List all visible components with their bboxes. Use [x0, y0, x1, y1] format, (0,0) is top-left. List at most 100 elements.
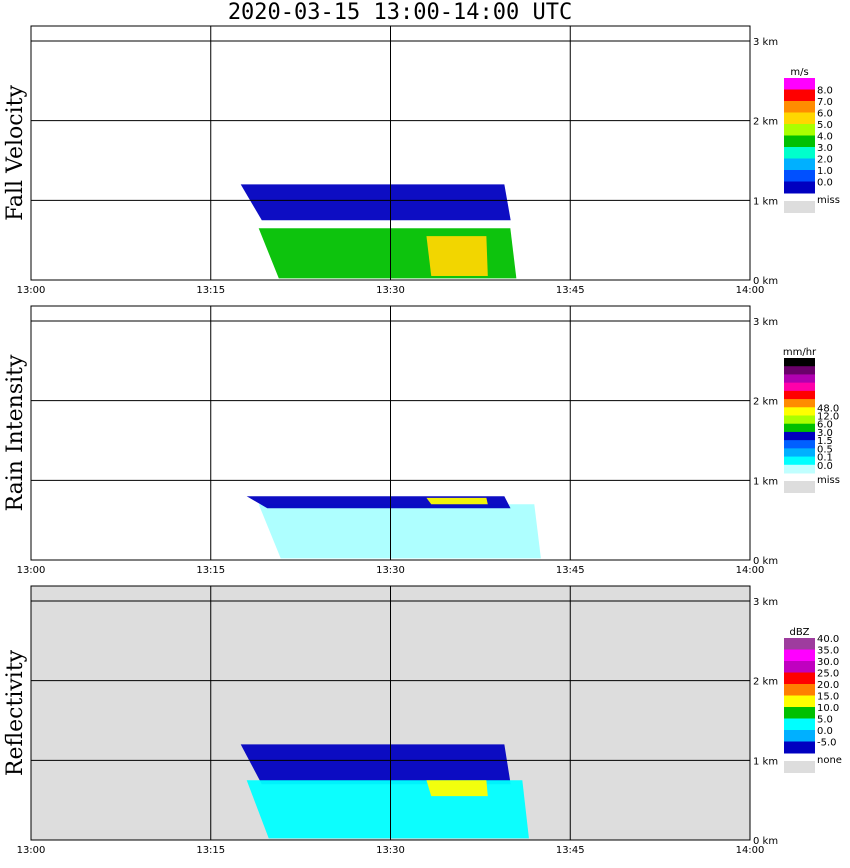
y-tick-label: 0 km [753, 556, 778, 567]
legend-swatch [784, 423, 815, 433]
legend-swatch [784, 407, 815, 416]
panel-2: 13:00 13:15 13:30 13:45 14:000 km 1 km 2 km 3 k… [3, 585, 842, 856]
legend-swatch [784, 390, 815, 400]
legend-swatch [784, 358, 815, 367]
legend-swatch [784, 684, 815, 696]
legend-miss-label: miss [817, 475, 840, 486]
legend-swatch [784, 456, 815, 466]
y-tick-label: 3 km [753, 597, 778, 608]
legend-swatch [784, 448, 815, 458]
y-tick-label: 1 km [753, 476, 778, 487]
x-tick-label: 14:00 [736, 285, 765, 296]
y-axis-label: Reflectivity [3, 649, 28, 776]
legend-unit: m/s [790, 67, 808, 78]
legend-label: 3.0 [817, 143, 833, 154]
legend-label: 3.0 [817, 428, 833, 439]
legend-swatch [784, 730, 815, 742]
legend-label: 30.0 [817, 657, 839, 668]
legend-swatch [784, 718, 815, 731]
legend-label: 5.0 [817, 120, 833, 131]
legend-swatch [784, 112, 815, 125]
legend-swatch [784, 638, 815, 650]
y-tick-label: 1 km [753, 196, 778, 207]
legend-swatch [784, 374, 815, 384]
x-tick-label: 14:00 [736, 565, 765, 576]
legend-label: 0.0 [817, 178, 833, 189]
legend-swatch [784, 431, 815, 441]
legend-miss-swatch [784, 481, 815, 493]
legend-swatch [784, 672, 815, 685]
legend-swatch [784, 147, 815, 159]
legend-swatch [784, 464, 815, 474]
legend-swatch [784, 440, 815, 449]
legend-swatch [784, 78, 815, 90]
x-tick-label: 13:00 [17, 565, 46, 576]
echo-upper-echo [240, 184, 511, 221]
legend-label: 6.0 [817, 420, 833, 431]
legend-swatch [784, 741, 815, 754]
echo-fast-fall [426, 236, 488, 277]
x-tick-label: 13:45 [556, 285, 585, 296]
legend-label: 12.0 [817, 412, 839, 423]
legend-label: 35.0 [817, 646, 839, 657]
legend-label: 2.0 [817, 155, 833, 166]
legend-swatch [784, 135, 815, 148]
legend-label: 0.0 [817, 461, 833, 472]
x-tick-label: 13:30 [376, 845, 405, 856]
legend-swatch [784, 695, 815, 708]
panel-1: 13:00 13:15 13:30 13:45 14:000 km 1 km 2 km 3 k… [3, 305, 840, 576]
legend-label: 40.0 [817, 634, 839, 645]
y-tick-label: 3 km [753, 37, 778, 48]
legend-label: 4.0 [817, 132, 833, 143]
panel-frame [30, 25, 751, 281]
legend-label: 6.0 [817, 109, 833, 120]
legend-label: 48.0 [817, 403, 839, 414]
y-tick-label: 2 km [753, 397, 778, 408]
legend-unit: mm/hr [783, 347, 817, 358]
echo-peak-band [426, 497, 488, 505]
y-tick-label: 2 km [753, 677, 778, 688]
y-tick-label: 0 km [753, 836, 778, 847]
echo-echo-top [240, 744, 511, 785]
legend-label: 8.0 [817, 86, 833, 97]
legend-swatch [784, 101, 815, 113]
legend-label: 0.0 [817, 726, 833, 737]
legend-unit: dBZ [789, 627, 809, 638]
y-tick-label: 3 km [753, 317, 778, 328]
panel-frame [30, 585, 751, 841]
x-tick-label: 13:45 [556, 845, 585, 856]
y-axis-label: Fall Velocity [3, 85, 28, 221]
legend-label: 5.0 [817, 715, 833, 726]
legend-miss-swatch [784, 201, 815, 213]
legend-label: 20.0 [817, 680, 839, 691]
x-tick-label: 13:15 [196, 285, 225, 296]
x-tick-label: 13:45 [556, 565, 585, 576]
legend-swatch [784, 366, 815, 375]
legend-miss-swatch [784, 761, 815, 773]
legend-miss-label: miss [817, 195, 840, 206]
x-tick-label: 13:30 [376, 285, 405, 296]
legend-swatch [784, 158, 815, 171]
legend-label: 15.0 [817, 692, 839, 703]
panel-0: 13:00 13:15 13:30 13:45 14:000 km 1 km 2 km 3 k… [3, 25, 840, 296]
legend-label: 10.0 [817, 703, 839, 714]
legend-label: 25.0 [817, 669, 839, 680]
x-tick-label: 13:30 [376, 565, 405, 576]
x-tick-label: 13:15 [196, 845, 225, 856]
legend-swatch [784, 707, 815, 719]
x-tick-label: 13:15 [196, 565, 225, 576]
legend-swatch [784, 382, 815, 392]
legend-label: 0.1 [817, 453, 833, 464]
legend-label: 1.0 [817, 166, 833, 177]
legend-swatch [784, 661, 815, 673]
chart-title: 2020-03-15 13:00-14:00 UTC [227, 0, 573, 25]
panel-frame [30, 305, 751, 561]
y-tick-label: 0 km [753, 276, 778, 287]
legend-label: -5.0 [817, 738, 837, 749]
x-tick-label: 14:00 [736, 845, 765, 856]
legend-label: 7.0 [817, 97, 833, 108]
echo-light-rain [258, 504, 541, 559]
y-axis-label: Rain Intensity [3, 354, 28, 511]
legend-swatch [784, 170, 815, 182]
